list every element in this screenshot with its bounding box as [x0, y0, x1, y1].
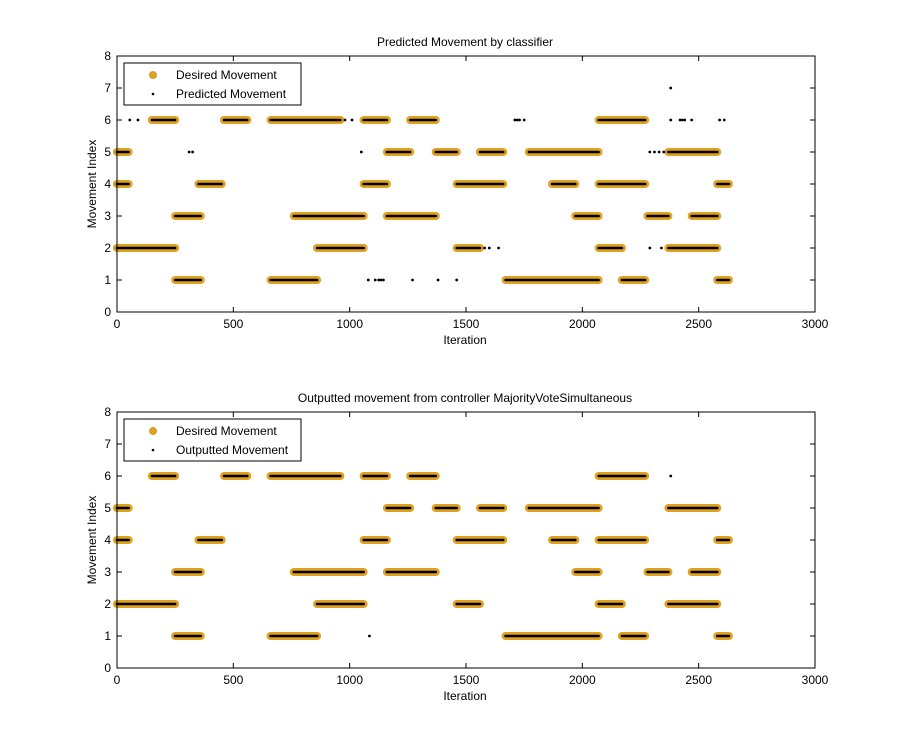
x-tick-label: 500: [223, 673, 243, 687]
y-tick-label: 0: [104, 305, 111, 319]
predicted-point: [455, 278, 459, 282]
data-layer: [113, 472, 733, 640]
predicted-point: [343, 118, 347, 122]
predicted-point: [648, 150, 652, 154]
x-tick-label: 1000: [336, 673, 363, 687]
x-tick-label: 0: [114, 317, 121, 331]
x-tick-label: 1500: [453, 673, 480, 687]
legend-label-predicted: Predicted Movement: [176, 87, 287, 101]
x-tick-label: 500: [223, 317, 243, 331]
plot-outputted: Outputted movement from controller Major…: [85, 391, 829, 703]
predicted-point: [653, 150, 656, 154]
y-tick-label: 3: [104, 209, 111, 223]
y-tick-label: 2: [104, 597, 111, 611]
x-tick-label: 3000: [802, 317, 829, 331]
predicted-point: [669, 86, 673, 90]
predicted-point: [683, 118, 687, 122]
predicted-point: [483, 246, 487, 250]
y-tick-label: 2: [104, 241, 111, 255]
predicted-point: [359, 150, 363, 154]
predicted-point: [377, 278, 381, 282]
plot-predicted: Predicted Movement by classifier Iterati…: [85, 35, 829, 347]
x-axis-label: Iteration: [443, 333, 486, 347]
axes-frame: [116, 55, 816, 313]
y-tick-label: 5: [104, 501, 111, 515]
y-tick-label: 5: [104, 145, 111, 159]
y-tick-label: 7: [104, 81, 111, 95]
x-tick-label: 0: [114, 673, 121, 687]
y-tick-label: 1: [104, 273, 111, 287]
y-tick-label: 6: [104, 113, 111, 127]
y-tick-label: 8: [104, 49, 111, 63]
y-tick-label: 7: [104, 437, 111, 451]
predicted-point: [680, 118, 684, 122]
x-tick-label: 1500: [453, 317, 480, 331]
predicted-point: [660, 246, 663, 250]
legend-marker-desired: [149, 71, 157, 79]
predicted-point: [515, 118, 519, 122]
predicted-point: [379, 278, 383, 282]
plot-title: Predicted Movement by classifier: [377, 35, 553, 49]
y-axis-label: Movement Index: [85, 140, 99, 229]
predicted-point: [690, 118, 694, 122]
y-tick-label: 3: [104, 565, 111, 579]
y-tick-label: 4: [104, 177, 111, 191]
y-tick-label: 8: [104, 405, 111, 419]
predicted-point: [648, 246, 652, 250]
predicted-point: [487, 246, 491, 250]
predicted-point: [136, 118, 140, 122]
y-axis-label: Movement Index: [85, 496, 99, 585]
predicted-point: [497, 246, 500, 250]
x-tick-label: 2000: [569, 317, 596, 331]
legend-marker-outputted: [151, 448, 155, 452]
legend: Desired Movement Outputted Movement: [123, 418, 302, 462]
axes-frame: [116, 411, 816, 669]
y-tick-label: 4: [104, 533, 111, 547]
predicted-point: [722, 118, 726, 122]
x-tick-label: 3000: [802, 673, 829, 687]
predicted-point: [657, 150, 661, 154]
predicted-point: [513, 118, 517, 122]
legend-box: [123, 62, 302, 106]
predicted-point: [669, 118, 673, 122]
tick-group: 0 500 1000 1500 2000 2500 3000 0 1 2 3 4 5 6 7 8: [104, 49, 828, 331]
predicted-point: [350, 118, 354, 122]
data-layer: [113, 86, 733, 284]
predicted-point: [373, 278, 377, 282]
predicted-point: [662, 150, 666, 154]
predicted-point: [718, 118, 722, 122]
y-tick-label: 6: [104, 469, 111, 483]
predicted-point: [366, 278, 370, 282]
predicted-point: [669, 474, 673, 478]
predicted-point: [436, 278, 440, 282]
x-tick-label: 2000: [569, 673, 596, 687]
y-tick-label: 1: [104, 629, 111, 643]
legend-label-outputted: Outputted Movement: [176, 443, 289, 457]
x-tick-label: 2500: [685, 673, 712, 687]
predicted-point: [678, 118, 682, 122]
legend-box: [123, 418, 302, 462]
predicted-point: [187, 150, 191, 154]
legend-label-desired: Desired Movement: [176, 424, 277, 438]
predicted-point: [522, 118, 526, 122]
legend-marker-desired: [149, 427, 157, 435]
legend-marker-predicted: [151, 92, 155, 96]
predicted-point: [382, 278, 385, 282]
predicted-point: [191, 150, 195, 154]
predicted-point: [518, 118, 521, 122]
predicted-point: [411, 278, 414, 282]
x-tick-label: 1000: [336, 317, 363, 331]
predicted-point: [128, 118, 132, 122]
x-tick-label: 2500: [685, 317, 712, 331]
legend: Desired Movement Predicted Movement: [123, 62, 302, 106]
legend-label-desired: Desired Movement: [176, 68, 277, 82]
plot-title: Outputted movement from controller Major…: [298, 391, 632, 405]
x-axis-label: Iteration: [443, 689, 486, 703]
predicted-point: [368, 634, 371, 638]
y-tick-label: 0: [104, 661, 111, 675]
